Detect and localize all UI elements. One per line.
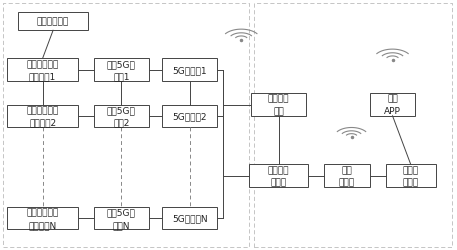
FancyBboxPatch shape: [251, 94, 306, 116]
Text: 渔船安全管理
控制系统1: 渔船安全管理 控制系统1: [27, 60, 59, 81]
FancyBboxPatch shape: [94, 59, 149, 82]
FancyBboxPatch shape: [94, 105, 149, 128]
Text: 渔船安全管理
控制系统N: 渔船安全管理 控制系统N: [27, 208, 59, 229]
FancyBboxPatch shape: [7, 105, 78, 128]
Text: 渔船
云平台: 渔船 云平台: [339, 165, 355, 187]
Text: 实时控
制平台: 实时控 制平台: [403, 165, 419, 187]
Text: 海上5G微
基站1: 海上5G微 基站1: [107, 60, 136, 81]
Text: 5G宏基站N: 5G宏基站N: [172, 214, 207, 223]
FancyBboxPatch shape: [162, 105, 217, 128]
FancyBboxPatch shape: [7, 207, 78, 230]
FancyBboxPatch shape: [370, 94, 415, 116]
FancyBboxPatch shape: [7, 59, 78, 82]
Text: 手机
APP: 手机 APP: [384, 94, 401, 116]
FancyBboxPatch shape: [249, 165, 308, 187]
Text: 渔船安全管理
控制系统2: 渔船安全管理 控制系统2: [27, 106, 59, 127]
Text: 移动物联
网平台: 移动物联 网平台: [268, 165, 289, 187]
FancyBboxPatch shape: [94, 207, 149, 230]
Text: 5G宏基站1: 5G宏基站1: [172, 66, 207, 75]
FancyBboxPatch shape: [18, 12, 88, 31]
Text: 北斗卫星
基站: 北斗卫星 基站: [268, 94, 289, 116]
Text: 海上5G微
基站2: 海上5G微 基站2: [107, 106, 136, 127]
FancyBboxPatch shape: [162, 59, 217, 82]
Text: 卫星系统平台: 卫星系统平台: [37, 17, 69, 26]
FancyBboxPatch shape: [386, 165, 436, 187]
Text: 海上5G微
基站N: 海上5G微 基站N: [107, 208, 136, 229]
FancyBboxPatch shape: [324, 165, 370, 187]
Text: 5G宏基站2: 5G宏基站2: [173, 112, 207, 121]
FancyBboxPatch shape: [162, 207, 217, 230]
